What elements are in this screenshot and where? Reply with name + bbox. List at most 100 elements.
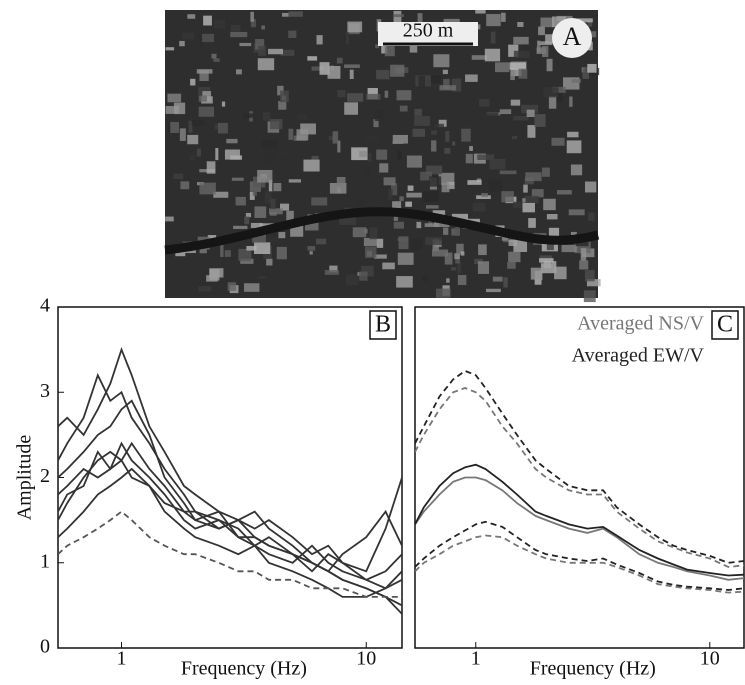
photo-texture [425, 237, 442, 245]
photo-texture [418, 75, 426, 89]
legend-entry: Averaged NS/V [577, 313, 704, 335]
photo-texture [311, 155, 319, 160]
photo-texture [375, 110, 384, 122]
photo-texture [279, 203, 290, 211]
photo-texture [257, 58, 275, 71]
photo-texture [457, 274, 467, 286]
photo-texture [345, 31, 350, 45]
photo-texture [280, 90, 289, 103]
x-tick-label: 10 [356, 648, 376, 670]
photo-texture [495, 62, 510, 73]
photo-texture [231, 177, 244, 181]
photo-texture [307, 246, 316, 251]
photo-texture [467, 180, 482, 185]
photo-texture [257, 275, 267, 279]
photo-texture [392, 134, 408, 144]
photo-texture [509, 62, 527, 70]
photo-texture [410, 238, 423, 251]
photo-texture [277, 85, 284, 96]
photo-texture [548, 227, 560, 237]
photo-texture [209, 269, 220, 281]
photo-texture [587, 63, 597, 73]
photo-texture [224, 250, 231, 257]
photo-texture [546, 58, 553, 72]
photo-texture [359, 150, 368, 158]
photo-texture [332, 131, 339, 144]
photo-texture [501, 191, 514, 203]
photo-texture [438, 119, 447, 127]
photo-texture [414, 108, 423, 116]
photo-texture [268, 179, 273, 192]
photo-texture [288, 179, 301, 183]
photo-texture [347, 21, 363, 33]
photo-texture [551, 137, 565, 146]
photo-texture [527, 125, 536, 138]
photo-texture [455, 227, 460, 236]
photo-texture [296, 129, 309, 141]
photo-texture [412, 128, 425, 137]
photo-texture [444, 252, 453, 265]
photo-texture [276, 246, 287, 260]
photo-texture [311, 197, 328, 206]
photo-texture [542, 46, 549, 58]
photo-texture [242, 113, 254, 118]
series-line [58, 467, 402, 598]
photo-texture [455, 257, 460, 264]
photo-texture [522, 198, 526, 203]
photo-texture [359, 271, 368, 281]
photo-texture [522, 202, 535, 213]
photo-texture [570, 164, 583, 176]
series-line [415, 387, 744, 568]
photo-texture [479, 99, 490, 107]
photo-texture [230, 24, 241, 32]
photo-texture [250, 11, 254, 22]
photo-texture [454, 253, 460, 260]
photo-texture [263, 112, 271, 121]
photo-texture [584, 270, 595, 282]
photo-texture [288, 128, 294, 140]
photo-texture [213, 58, 220, 62]
series-line [58, 441, 402, 615]
photo-texture [427, 75, 441, 84]
photo-texture [361, 265, 374, 277]
photo-texture [461, 128, 471, 142]
photo-texture [165, 47, 175, 51]
photo-texture [262, 237, 280, 243]
photo-texture [165, 106, 180, 114]
photo-texture [583, 290, 596, 303]
photo-texture [489, 158, 506, 170]
photo-texture [543, 261, 552, 269]
photo-texture [222, 32, 228, 37]
photo-texture [264, 191, 272, 204]
photo-texture [373, 119, 379, 128]
y-tick-label: 3 [40, 380, 50, 402]
photo-texture [244, 283, 260, 292]
photo-texture [375, 44, 380, 49]
photo-texture [570, 231, 577, 238]
photo-texture [426, 205, 439, 209]
photo-texture [432, 249, 449, 257]
photo-texture [508, 251, 521, 263]
photo-texture [382, 262, 395, 270]
y-tick-label: 4 [40, 295, 50, 317]
photo-texture [414, 116, 430, 126]
panel-badge [552, 18, 592, 58]
photo-texture [472, 202, 486, 212]
photo-texture [173, 102, 186, 115]
photo-texture [548, 95, 557, 109]
photo-texture [364, 246, 377, 258]
photo-texture [179, 40, 185, 47]
photo-texture [538, 26, 545, 36]
photo-texture [409, 41, 418, 53]
photo-texture [471, 55, 488, 60]
photo-texture [187, 14, 196, 19]
photo-texture [367, 87, 378, 100]
photo-texture [199, 38, 204, 47]
panel-label: B [375, 312, 391, 338]
photo-texture [431, 130, 437, 135]
photo-texture [344, 64, 360, 68]
photo-texture [566, 140, 582, 154]
photo-texture [569, 96, 573, 107]
photo-texture [243, 169, 256, 181]
photo-texture [484, 48, 501, 62]
